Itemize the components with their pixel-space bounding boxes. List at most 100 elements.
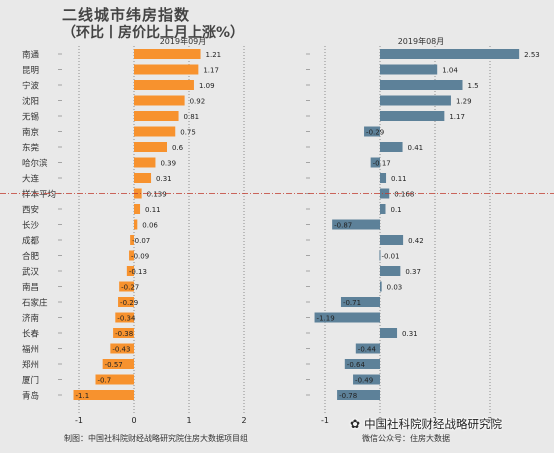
bar [332,219,380,230]
category-label: 西安 [22,205,39,216]
category-label: 东莞 [22,143,40,154]
data-label: -1.1 [76,392,90,400]
data-label: 1.09 [199,82,215,90]
data-label: 1.17 [203,67,219,75]
category-label: 大连 [22,174,40,185]
bar [95,374,134,385]
bar [380,266,401,276]
data-label: -0.71 [343,299,361,307]
panel-title: 2019年09月 [160,36,207,46]
bar [134,49,201,59]
category-label: 合肥 [22,251,40,262]
bar [102,359,134,369]
category-label: 福州 [22,344,39,355]
data-label: 2.53 [524,51,540,59]
data-label: 0.1 [391,206,402,214]
data-label: -1.19 [317,315,335,323]
bar [353,374,380,385]
category-label: 南京 [22,127,39,138]
category-label: 南昌 [22,282,39,293]
bar [380,281,382,292]
data-label: -0.29 [366,129,384,137]
bar [355,343,380,354]
data-label: 0.31 [402,330,418,338]
bar [134,204,141,214]
bar [380,49,520,59]
data-label: -0.49 [355,377,373,385]
category-label: 哈尔滨 [22,158,48,169]
category-label: 济南 [22,313,39,324]
category-label: 宁波 [22,81,40,92]
bar [344,359,380,369]
chart-title: 二线城市纬房指数 [62,6,191,24]
data-label: 0.168 [394,191,414,199]
bar [110,343,134,354]
category-label: 成都 [22,236,40,247]
data-label: -0.29 [120,299,138,307]
data-label: 1.5 [468,82,479,90]
bar [134,126,176,137]
bar [130,235,134,245]
data-label: -0.44 [358,346,377,354]
data-label: -0.57 [105,361,123,369]
bar [73,390,134,400]
x-tick-label: 2 [241,416,246,425]
bar [134,80,194,90]
category-label: 南通 [22,50,40,61]
category-label: 武汉 [22,267,40,278]
bar [134,142,167,152]
bar [380,111,445,121]
data-label: -0.7 [98,377,112,385]
bar [134,173,152,183]
category-label: 石家庄 [22,298,48,309]
category-label: 长春 [22,329,40,340]
data-label: -0.17 [373,160,391,168]
x-tick-label: 1 [186,416,191,425]
bar [134,111,179,121]
bar [364,126,380,137]
chart-subtitle: （环比丨房价比上月上涨%） [62,25,245,41]
data-label: -0.07 [132,237,150,245]
data-label: -0.09 [131,253,149,261]
footer-credit: 制图：中国社科院财经战略研究院住房大数据项目组 [64,434,248,443]
data-label: 0.37 [405,268,421,276]
bar [129,250,134,261]
category-label: 郑州 [22,360,39,371]
bar [380,80,463,90]
bar [113,328,134,338]
data-label: 0.139 [147,191,167,199]
data-label: -0.43 [112,346,130,354]
data-label: -0.27 [121,284,139,292]
data-label: 0.75 [180,129,196,137]
category-label: 青岛 [22,391,39,402]
bar [380,142,403,152]
data-label: 1.17 [449,113,465,121]
bar [379,250,381,261]
data-label: 1.04 [442,67,458,75]
bar [340,297,380,307]
bar [380,173,387,183]
data-label: 0.39 [160,160,176,168]
bar [380,328,398,338]
data-label: -0.87 [334,222,352,230]
data-label: 0.11 [145,206,161,214]
x-tick-label: -1 [75,416,83,425]
x-tick-label: -1 [321,416,329,425]
data-label: 1.29 [456,98,472,106]
data-label: 0.11 [391,175,407,183]
bar [134,157,156,168]
data-label: -0.34 [117,315,136,323]
data-label: 0.92 [190,98,206,106]
bar [119,281,134,292]
bar [134,95,185,106]
x-tick-label: 1 [432,416,437,425]
footer-wechat: 微信公众号：住房大数据 [362,434,450,443]
category-label: 厦门 [22,375,39,386]
category-label: 沈阳 [22,96,39,107]
bar [134,219,138,230]
bar [370,157,380,168]
bar [115,312,134,323]
category-label: 无锡 [22,113,40,123]
bar [380,235,404,245]
